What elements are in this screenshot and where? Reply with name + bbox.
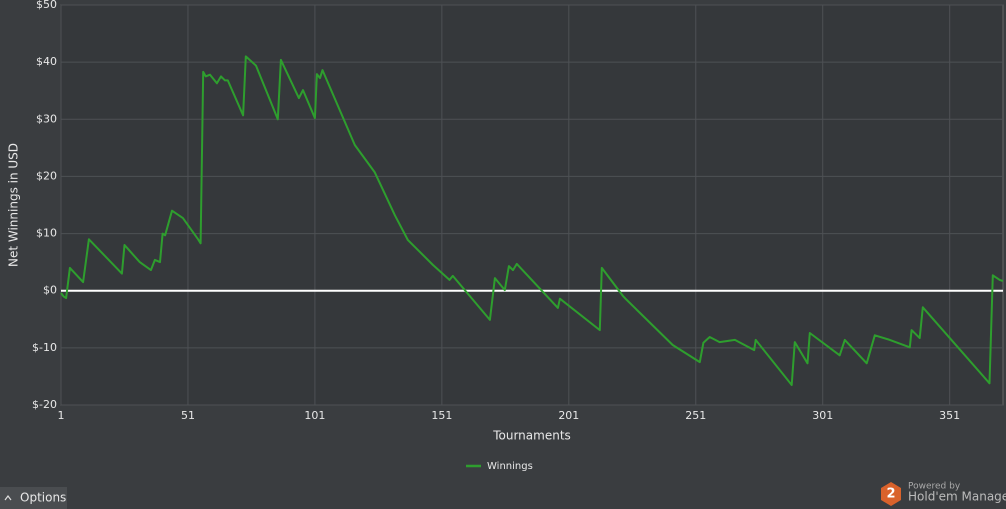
y-tick-label: $10: [36, 227, 57, 240]
x-tick-label: 301: [812, 409, 833, 422]
x-tick-label: 101: [304, 409, 325, 422]
powered-by: Powered by: [908, 482, 961, 492]
options-label[interactable]: Options: [20, 491, 66, 505]
options-button[interactable]: Options: [0, 487, 67, 509]
logo-badge: [881, 482, 901, 506]
x-tick-label: 1: [58, 409, 65, 422]
x-tick-label: 251: [685, 409, 706, 422]
y-tick-label: $20: [36, 169, 57, 182]
y-tick-label: $50: [36, 0, 57, 11]
branding: 2 Powered by Hold'em Manager: [881, 482, 1006, 506]
series-line: [60, 55, 1004, 386]
x-tick-label: 51: [181, 409, 195, 422]
x-tick-label: 351: [939, 409, 960, 422]
logo-number: 2: [886, 487, 895, 502]
plot-area: [60, 4, 1004, 406]
y-tick-label: $40: [36, 55, 57, 68]
x-axis-label: Tournaments: [492, 429, 571, 443]
x-tick-label: 151: [431, 409, 452, 422]
x-tick-label: 201: [558, 409, 579, 422]
y-tick-label: $-20: [32, 398, 57, 411]
product-name: Hold'em Manager: [908, 490, 1006, 504]
chevron-icon: [4, 495, 12, 501]
options-bg[interactable]: [0, 487, 67, 509]
legend-label: Winnings: [487, 461, 533, 472]
y-tick-label: $-10: [32, 341, 57, 354]
y-axis-label: Net Winnings in USD: [7, 143, 21, 267]
y-tick-label: $0: [43, 284, 57, 297]
y-tick-label: $30: [36, 112, 57, 125]
